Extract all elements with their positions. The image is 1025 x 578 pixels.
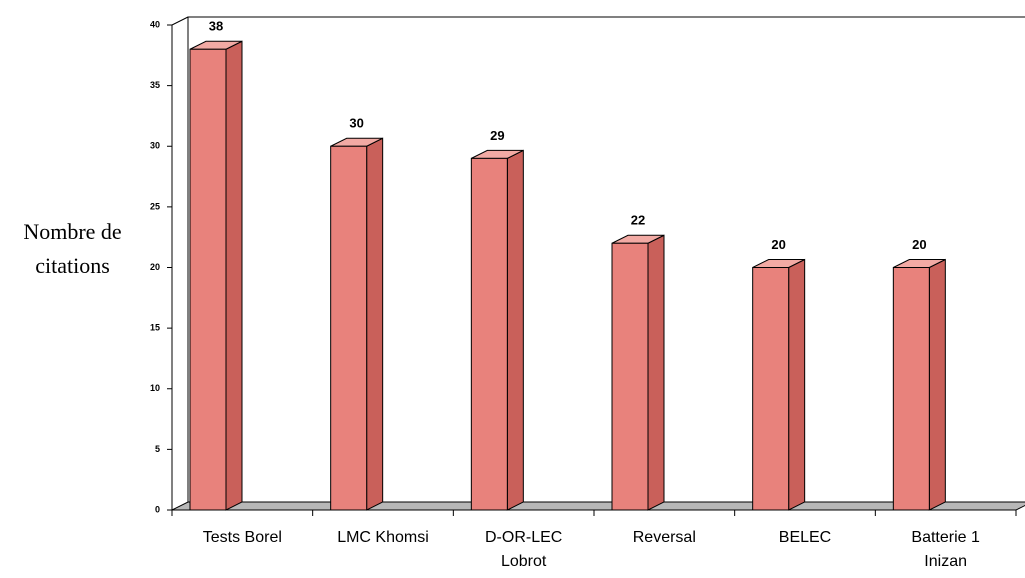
x-tick-label: D-OR-LEC Lobrot: [484, 529, 563, 570]
x-tick-label: Reversal: [632, 529, 696, 546]
wall-edge: [171, 16, 189, 26]
x-tick-label: BELEC: [778, 529, 832, 546]
bar: [189, 48, 227, 511]
bar-side: [928, 258, 946, 511]
x-tick-label: Batterie 1 Inizan: [911, 529, 980, 570]
value-label: 38: [209, 19, 223, 34]
x-tick-label: LMC Khomsi: [337, 529, 429, 546]
bar-side: [788, 258, 806, 511]
y-tick-label: 15: [150, 323, 160, 333]
value-label: 20: [771, 237, 785, 252]
y-tick-label: 5: [155, 444, 160, 454]
bar: [752, 267, 790, 511]
y-tick-label: 0: [155, 504, 160, 514]
bar: [611, 242, 649, 511]
bar-side: [647, 234, 665, 511]
value-label: 30: [349, 116, 363, 131]
bar-side: [366, 137, 384, 511]
bar: [892, 267, 930, 511]
bar-side: [225, 40, 243, 511]
y-tick-label: 20: [150, 262, 160, 272]
y-tick-label: 35: [150, 80, 160, 90]
y-tick-label: 25: [150, 201, 160, 211]
back-wall: [187, 16, 1025, 502]
value-label: 20: [912, 237, 926, 252]
bar: [330, 145, 368, 511]
y-tick-label: 30: [150, 141, 160, 151]
value-label: 29: [490, 128, 504, 143]
y-tick-label: 10: [150, 383, 160, 393]
bar: [470, 157, 508, 511]
value-label: 22: [631, 213, 645, 228]
bar-side: [506, 149, 524, 511]
x-tick-label: Tests Borel: [202, 529, 282, 546]
y-tick-label: 40: [150, 19, 160, 29]
y-axis-label: Nombre de citations: [23, 219, 122, 278]
